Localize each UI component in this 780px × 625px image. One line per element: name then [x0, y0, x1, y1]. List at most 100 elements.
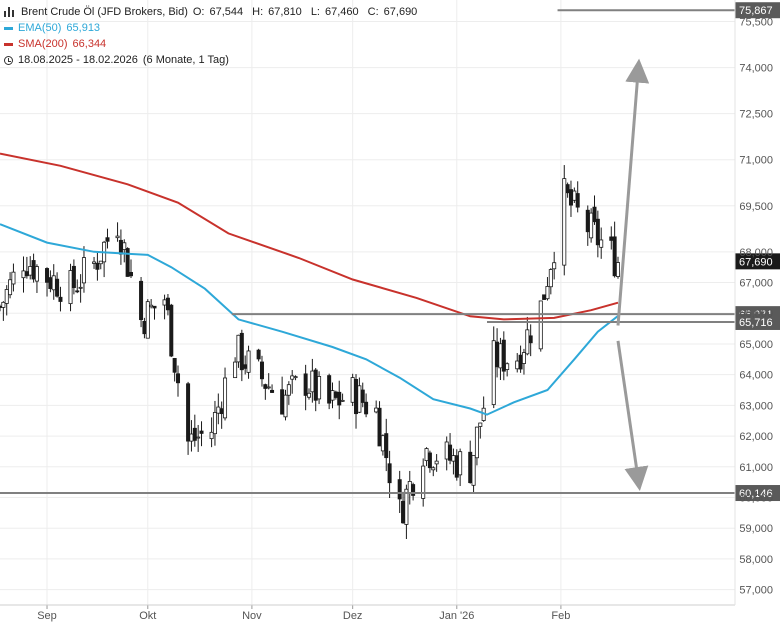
candle-body — [186, 383, 191, 442]
candle-body — [209, 431, 214, 440]
candle-body — [387, 463, 392, 484]
y-tick-label: 74,000 — [739, 63, 773, 75]
y-tick-label: 66,000 — [739, 308, 773, 320]
candle — [515, 353, 520, 373]
candle — [407, 470, 412, 505]
scenario-arrow — [616, 340, 649, 491]
candle-body — [411, 484, 416, 496]
candle-body — [525, 329, 530, 355]
candle — [243, 355, 248, 375]
candle-body — [48, 277, 53, 289]
candle-body — [575, 193, 580, 208]
candle-body — [616, 262, 621, 277]
candle-body — [192, 427, 197, 441]
candle-body — [609, 236, 614, 241]
candle — [236, 334, 241, 368]
candle-body — [589, 212, 594, 239]
candle — [595, 210, 600, 258]
clock-icon — [4, 55, 13, 65]
candle — [528, 324, 533, 357]
candle-body — [612, 236, 617, 277]
candle-body — [401, 500, 406, 524]
candle-body — [364, 401, 369, 415]
y-tick-label: 72,500 — [739, 109, 773, 121]
candle — [612, 221, 617, 278]
candle-body — [149, 304, 154, 308]
candle — [491, 326, 496, 409]
candle-body — [505, 363, 510, 370]
candle-body — [45, 268, 50, 283]
candle-body — [444, 441, 449, 460]
candle — [313, 367, 318, 412]
candle — [354, 374, 359, 429]
candle-body — [165, 297, 170, 311]
candle — [21, 256, 26, 293]
candle-body — [377, 407, 382, 447]
ohlc-close-value: 67,690 — [383, 6, 418, 18]
candle-body — [118, 239, 123, 255]
candle — [122, 239, 127, 263]
candle-body — [115, 235, 120, 239]
candle-body — [286, 384, 291, 396]
candle — [165, 294, 170, 316]
candle-body — [189, 433, 194, 442]
candle-body — [172, 358, 177, 373]
candle — [31, 253, 36, 283]
candle — [280, 376, 285, 415]
candle — [448, 433, 453, 465]
sma-label: SMA(200) — [18, 38, 68, 50]
candle — [58, 286, 63, 312]
candle-body — [350, 377, 355, 403]
candle — [306, 388, 311, 400]
candle — [11, 263, 16, 292]
ohlc-low-key: L: — [310, 6, 320, 18]
candle — [424, 447, 429, 467]
ema-value: 65,913 — [66, 22, 101, 34]
candle-body — [290, 375, 295, 380]
scenario-arrows — [616, 58, 650, 491]
candle-body — [354, 379, 359, 415]
candle — [330, 382, 335, 409]
candle — [34, 264, 39, 293]
candle-body — [568, 189, 573, 206]
candles — [0, 165, 621, 540]
candle-body — [162, 299, 167, 306]
candle — [434, 454, 439, 472]
candle — [360, 382, 365, 408]
candle — [28, 256, 33, 280]
candle — [585, 205, 590, 246]
candle-body — [176, 373, 181, 384]
candle-body — [454, 455, 459, 478]
candle — [290, 370, 295, 394]
period: (6 Monate, 1 Tag) — [142, 54, 229, 66]
candle — [192, 414, 197, 447]
candle-body — [384, 433, 389, 459]
candle — [521, 348, 526, 375]
candle — [216, 393, 221, 425]
candle-body — [360, 389, 365, 403]
legend-ema-row: EMA(50) 65,913 — [4, 20, 421, 36]
x-tick-label: Sep — [37, 610, 57, 622]
candle-body — [407, 481, 412, 495]
gridlines — [0, 0, 735, 605]
candle — [223, 367, 228, 421]
y-tick-label: 69,500 — [739, 201, 773, 213]
ema-50-line — [0, 223, 619, 416]
candle — [401, 491, 406, 524]
candle-body — [572, 190, 577, 201]
candle-body — [78, 286, 83, 289]
y-tick-label: 58,000 — [739, 554, 773, 566]
candle — [81, 246, 86, 293]
candle-body — [337, 391, 342, 406]
sma-value: 66,344 — [72, 38, 107, 50]
candle-body — [142, 321, 147, 335]
candle — [169, 303, 174, 358]
candle — [542, 294, 547, 300]
y-tick-label: 64,000 — [739, 370, 773, 382]
candle-body — [239, 332, 244, 371]
candle-body — [55, 278, 60, 297]
candle — [263, 383, 268, 400]
candle — [562, 165, 567, 276]
candle-body — [521, 352, 526, 364]
